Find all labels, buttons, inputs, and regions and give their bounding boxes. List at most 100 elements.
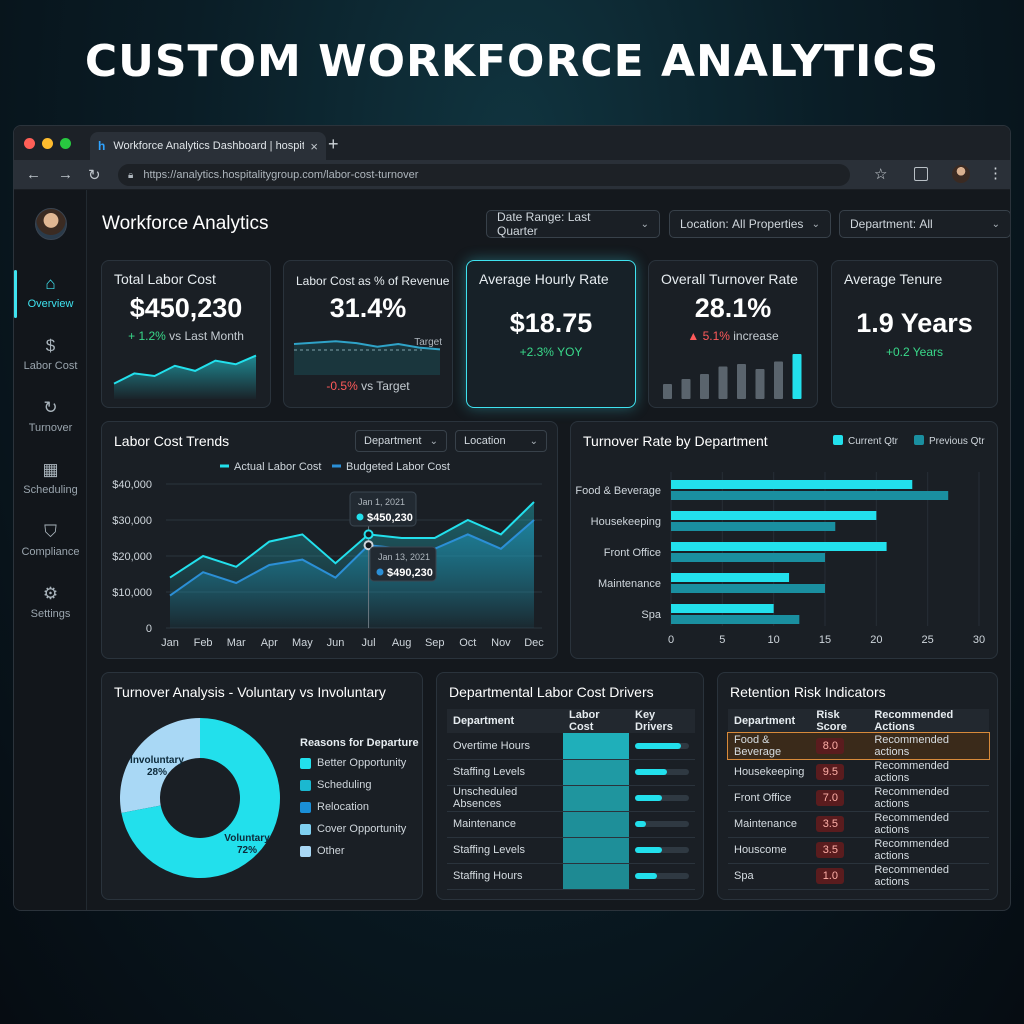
kpi-average-tenure[interactable]: Average Tenure 1.9 Years +0.2 Years [831,260,998,408]
kpi-average-hourly-rate[interactable]: Average Hourly Rate $18.75 +2.3% YOY [466,260,636,408]
kpi-overall-turnover-rate[interactable]: Overall Turnover Rate 28.1% ▲ 5.1% incre… [648,260,818,408]
kpi-value: 28.1% [694,293,772,323]
extensions-icon[interactable] [914,167,928,181]
donut-slice[interactable] [121,718,280,878]
user-avatar[interactable] [35,208,67,240]
table-row[interactable]: Front Office 7.0 Recommended actions [728,785,989,812]
table-row[interactable]: Staffing Hours [447,863,695,890]
more-menu-icon[interactable]: ⋮ [988,165,1003,182]
kpi-title: Average Tenure [844,271,943,287]
legend-swatch [300,845,311,857]
table-row[interactable]: Houscome 3.5 Recommended actions [728,837,989,864]
action-cell[interactable]: Recommended actions [868,785,989,812]
action-cell[interactable]: Recommended actions [868,811,989,838]
labor-cost-cell [563,863,629,890]
column-header: Key Drivers [629,709,695,733]
table-row[interactable]: Unscheduled Absences [447,785,695,812]
tooltip-dot [376,568,384,576]
address-toolbar: ← → ↻ 🔒︎ https://analytics.hospitalitygr… [14,160,1010,190]
table-row[interactable]: Food & Beverage 8.0 Recommended actions [727,732,990,760]
category-label: Housekeeping [591,516,661,528]
risk-score-cell: 9.5 [810,759,869,786]
location-filter[interactable]: Location: All Properties ⌄ [669,210,831,238]
refresh-icon: ↻ [43,398,58,417]
x-tick-label: Sep [425,637,445,649]
maximize-window-button[interactable] [60,138,71,149]
table-row[interactable]: Staffing Levels [447,759,695,786]
browser-tab[interactable]: h Workforce Analytics Dashboard | hospit… [90,132,326,160]
date-range-filter[interactable]: Date Range: Last Quarter ⌄ [486,210,660,238]
table-row[interactable]: Maintenance 3.5 Recommended actions [728,811,989,838]
panel-title: Retention Risk Indicators [730,684,886,700]
x-tick-label: Dec [524,637,544,649]
sidebar-item-label: Compliance [21,546,80,558]
donut-slice[interactable] [120,718,200,813]
turnover-mini-bar [718,366,728,399]
legend-item[interactable]: Other [300,845,345,857]
kpi-delta-note: vs Last Month [169,329,244,343]
url-bar[interactable]: 🔒︎ https://analytics.hospitalitygroup.co… [118,164,850,186]
table-row[interactable]: Spa 1.0 Recommended actions [728,863,989,890]
department-cell: Staffing Hours [447,863,563,890]
action-cell[interactable]: Recommended actions [868,863,989,890]
sidebar-item-scheduling[interactable]: ▦ Scheduling [14,452,87,508]
x-tick-label: Jun [327,637,345,649]
turnover-bar [671,573,790,582]
retention-risk-panel: Retention Risk Indicators Department Ris… [717,672,998,900]
hover-point[interactable] [363,540,374,551]
action-cell[interactable]: Recommended actions [868,733,989,760]
risk-score-badge: 3.5 [816,816,845,832]
sparkline-line [293,340,441,351]
legend-item[interactable]: Better Opportunity [300,757,406,769]
hover-point[interactable] [363,529,374,540]
kpi-labor-pct-revenue[interactable]: Labor Cost as % of Revenue 31.4% Target … [283,260,453,408]
back-arrow-icon[interactable]: ← [26,166,41,183]
sidebar-item-compliance[interactable]: ⛉ Compliance [14,514,87,570]
active-indicator [14,270,17,318]
department-cell: Food & Beverage [728,733,811,760]
x-tick-label: Nov [491,637,511,649]
action-cell[interactable]: Recommended actions [868,759,989,786]
department-cell: Housekeeping [728,759,811,786]
kpi-delta-note: vs Target [361,379,410,393]
sidebar-item-overview[interactable]: ⌂ Overview [14,266,87,322]
kpi-delta: ▲ 5.1% [687,329,730,343]
x-tick-label: Jul [362,637,376,649]
tab-title: Workforce Analytics Dashboard | hospital… [113,140,305,152]
sidebar-item-turnover[interactable]: ↻ Turnover [14,390,87,446]
y-tick-label: $10,000 [112,587,152,599]
driver-fill [635,821,646,827]
turnover-mini-bar [792,354,802,399]
close-tab-icon[interactable]: × [310,138,318,154]
table-row[interactable]: Housekeeping 9.5 Recommended actions [728,759,989,786]
sidebar-item-label: Turnover [28,422,73,434]
department-filter[interactable]: Department: All ⌄ [839,210,1010,238]
legend-label: Budgeted Labor Cost [346,461,450,473]
reload-icon[interactable]: ↻ [88,167,101,184]
action-cell[interactable]: Recommended actions [868,837,989,864]
department-cell: Staffing Levels [447,759,563,786]
profile-avatar[interactable] [952,165,970,183]
drivers-table: Department Labor Cost Key Drivers Overti… [447,709,695,890]
kpi-total-labor-cost[interactable]: Total Labor Cost $450,230 + 1.2% vs Last… [101,260,271,408]
legend-item[interactable]: Scheduling [300,779,371,791]
lock-icon: 🔒︎ [128,169,134,181]
legend-item[interactable]: Relocation [300,801,369,813]
table-row[interactable]: Staffing Levels [447,837,695,864]
table-row[interactable]: Maintenance [447,811,695,838]
close-window-button[interactable] [24,138,35,149]
forward-arrow-icon[interactable]: → [58,166,73,183]
turnover-bar-chart: Current Qtr Previous Qtr 0 5 10 15 20 25 30 Food … [575,435,985,646]
trend-department-select[interactable]: Department ⌄ [355,430,447,452]
kpi-delta: +2.3% [519,345,554,359]
legend-item[interactable]: Cover Opportunity [300,823,406,835]
trend-location-select[interactable]: Location ⌄ [455,430,547,452]
bookmark-star-icon[interactable]: ☆ [874,166,888,183]
sidebar-item-labor-cost[interactable]: $ Labor Cost [14,328,87,384]
new-tab-button[interactable]: + [328,134,339,154]
table-row[interactable]: Overtime Hours [447,733,695,760]
minimize-window-button[interactable] [42,138,53,149]
sidebar-item-settings[interactable]: ⚙ Settings [14,576,87,632]
filter-value: All [919,217,933,231]
